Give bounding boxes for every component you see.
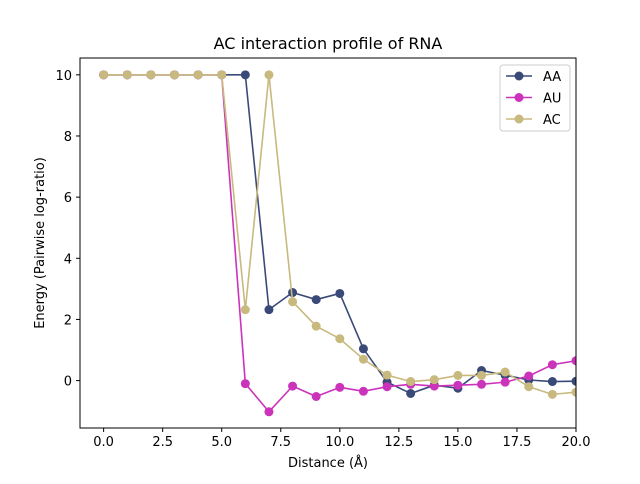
x-tick-label: 20.0 [562,435,591,450]
data-point-ac [571,387,576,397]
data-point-au [477,379,487,389]
chart-title: AC interaction profile of RNA [214,34,443,53]
data-point-au [382,382,392,392]
data-point-au [429,381,439,391]
legend-label-au: AU [543,92,561,107]
data-point-ac [146,70,156,80]
data-point-ac [429,375,439,385]
data-point-au [311,392,321,402]
data-point-aa [571,376,576,386]
x-tick-label: 2.5 [152,435,173,450]
data-point-ac [264,70,274,80]
legend: AA AU AC [499,64,571,132]
y-axis-ticks: 0 2 4 6 8 10 [55,69,80,390]
legend-frame [499,64,571,132]
data-point-ac [500,367,510,377]
data-point-ac [240,305,250,315]
x-tick-label: 7.5 [270,435,291,450]
x-tick-label: 17.5 [502,435,531,450]
y-tick-label: 4 [64,252,72,267]
x-tick-label: 5.0 [211,435,232,450]
x-tick-label: 15.0 [443,435,472,450]
legend-label-ac: AC [543,113,561,128]
data-point-aa [288,288,298,298]
data-point-ac [382,370,392,380]
x-tick-label: 10.0 [325,435,354,450]
data-point-au [264,407,274,417]
data-point-ac [477,370,487,380]
axes-layer [79,57,577,429]
data-point-au [335,382,345,392]
data-point-ac [311,321,321,331]
plot-frame [79,57,577,429]
legend-marker-ac [514,114,524,124]
data-point-ac [99,70,109,80]
data-point-aa [406,388,416,398]
data-point-ac [335,334,345,344]
legend-marker-aa [514,71,524,81]
legend-label-aa: AA [543,70,561,85]
data-point-au [571,356,576,366]
y-axis-label: Energy (Pairwise log-ratio) [33,157,48,329]
data-point-au [500,377,510,387]
series-layer [99,70,576,417]
data-point-au [524,371,534,381]
data-point-au [453,380,463,390]
y-tick-label: 0 [64,375,72,390]
data-point-ac [217,70,227,80]
y-tick-label: 8 [64,130,72,145]
x-axis-label: Distance (Å) [288,455,368,471]
y-tick-label: 10 [55,69,72,84]
data-point-ac [406,377,416,387]
x-tick-label: 12.5 [384,435,413,450]
x-tick-label: 0.0 [93,435,114,450]
data-point-aa [358,344,368,354]
data-point-au [240,379,250,389]
data-point-ac [169,70,179,80]
legend-marker-au [514,93,524,102]
data-point-ac [453,370,463,380]
data-point-aa [264,305,274,315]
data-point-ac [358,354,368,364]
legend-items: AA AU AC [506,70,561,128]
data-point-au [358,386,368,396]
data-point-ac [193,70,203,80]
x-axis-ticks: 0.0 2.5 5.0 7.5 10.0 12.5 15.0 17.5 20.0 [93,428,590,450]
data-point-aa [547,377,557,387]
data-point-ac [547,389,557,399]
data-point-au [288,381,298,391]
data-point-au [547,360,557,370]
data-point-ac [122,70,132,80]
data-point-ac [288,297,298,307]
data-point-aa [240,70,250,80]
y-tick-label: 2 [64,313,72,328]
data-point-aa [311,295,321,305]
data-point-aa [335,288,345,298]
data-point-ac [524,382,534,392]
y-tick-label: 6 [64,191,72,206]
